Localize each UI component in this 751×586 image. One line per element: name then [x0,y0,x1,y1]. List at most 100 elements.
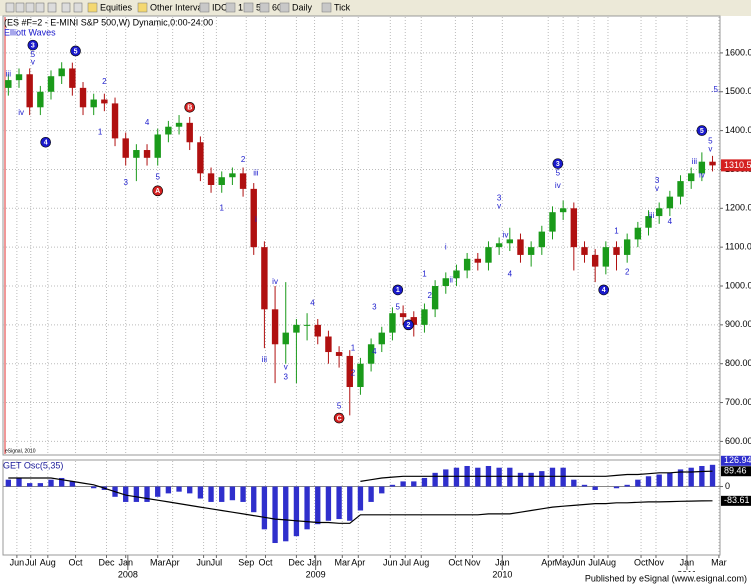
toolbar-icon[interactable] [47,2,57,13]
osc-bar [251,486,257,513]
osc-bar [624,484,630,487]
value-label: 126.94 [724,455,751,465]
wave-label: iv [555,181,561,190]
osc-bar [155,486,161,497]
candle-body [495,243,503,248]
candle-body [474,258,481,263]
candle-body [442,278,449,287]
wave-label: 2 [625,268,630,277]
wave-label: v [31,58,35,67]
candle-body [165,126,172,135]
toolbar-button[interactable] [243,2,254,13]
toolbar-label[interactable]: Tick [334,2,351,12]
wave-circle [552,158,564,169]
wave-label: iii [253,168,259,177]
x-tick-label: Oct [634,557,649,567]
candle-body [570,208,578,248]
x-tick-label: Dec [288,557,305,567]
y-tick-label: 1000.00 [725,280,751,290]
candle-body [687,173,695,182]
toolbar-label[interactable]: Equities [100,2,133,12]
candle-body [698,161,706,174]
candle-body [463,258,471,271]
wave-circle-label: 3 [556,161,560,168]
candle-body [389,313,396,333]
candle-body [623,239,631,255]
osc-bar [336,486,342,520]
candle-body [218,177,225,185]
watermark: eSignal, 2010 [5,448,36,454]
toolbar-label[interactable]: Other Intervals [150,2,210,12]
wave-label: 2 [241,155,246,164]
wave-label: iv [699,170,705,179]
wave-label: 3 [497,194,502,203]
x-tick-label: Mar [335,557,351,567]
toolbar-icon[interactable] [15,2,25,13]
plot: 600.00700.00800.00900.001000.001100.0012… [3,17,751,579]
chart-title: (ES #F=2 - E-MINI S&P 500,W) Dynamic,0:0… [4,17,213,27]
wave-label: iii [262,355,268,364]
wave-label: v [708,144,712,153]
value-box [721,455,751,466]
osc-bar [176,486,182,492]
candle-body [197,142,204,174]
osc-bar [293,486,300,537]
y-tick-label: 1500.00 [725,86,751,96]
wave-circle-label: C [337,415,342,422]
value-box [721,495,751,506]
candle-body [143,150,151,158]
toolbar-button[interactable] [199,2,210,13]
toolbar [0,0,751,16]
osc-bar [357,486,364,511]
wave-label: iv [503,231,509,240]
x-tick-label: Jun [196,557,211,567]
toolbar-icon[interactable] [35,2,45,13]
toolbar-label[interactable]: 60 [272,2,282,12]
wave-label: i [255,215,257,224]
wave-circle [598,284,610,296]
candle-body [37,91,44,108]
osc-bar [165,486,172,494]
osc-line [360,470,713,482]
x-tick-label: Jul [399,557,411,567]
toolbar-label[interactable]: Daily [292,2,313,12]
osc-bar [133,486,140,502]
candle-body [239,173,247,189]
wave-circle [333,412,345,424]
toolbar-button[interactable] [87,2,98,13]
osc-bar [315,486,321,525]
x-tick-label: Sep [238,557,254,567]
osc-bar [91,486,97,489]
osc-bar [229,486,236,501]
osc-bar [261,486,268,530]
candle-body [538,231,546,248]
candle-body [527,247,535,255]
x-tick-label: Oct [258,557,273,567]
toolbar-button[interactable] [321,2,332,13]
candle-body [186,122,193,143]
toolbar-icon[interactable] [5,2,15,13]
wave-circle-label: 5 [700,128,704,135]
toolbar-icon[interactable] [73,2,83,13]
x-tick-label: Jul [25,557,37,567]
toolbar-button[interactable] [225,2,236,13]
toolbar-label[interactable]: 5 [256,2,261,12]
candle-body [271,309,279,345]
wave-label: 3 [123,178,128,187]
toolbar-label[interactable]: IDC [212,2,228,12]
wave-circle-label: 4 [44,140,48,147]
wave-circle [70,45,81,57]
osc-bar [208,486,214,502]
x-tick-label: Mar [711,557,727,567]
x-tick-label: Jul [211,557,223,567]
toolbar-button[interactable] [279,2,290,13]
toolbar-icon[interactable] [61,2,71,13]
x-tick-label: Jun [571,557,586,567]
toolbar-label[interactable]: 1 [238,2,243,12]
toolbar-icon[interactable] [25,2,35,13]
toolbar-button[interactable] [137,2,148,13]
wave-label: 2 [428,291,433,300]
candle-body [335,352,343,356]
toolbar-button[interactable] [259,2,270,13]
osc-bar [48,479,54,487]
